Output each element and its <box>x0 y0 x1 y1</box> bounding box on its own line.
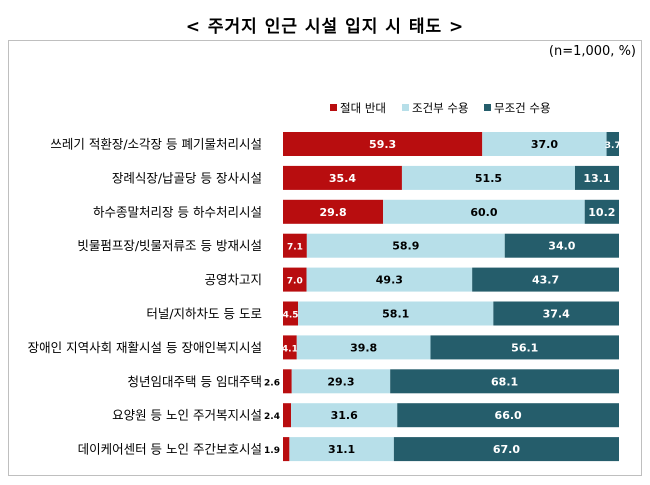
data-label: 10.2 <box>588 206 615 219</box>
category-label: 장애인 지역사회 재활시설 등 장애인복지시설 <box>28 340 262 355</box>
data-label: 2.6 <box>264 378 280 388</box>
bar-segment <box>393 437 619 462</box>
data-label: 43.7 <box>532 274 559 287</box>
data-label: 4.5 <box>283 311 299 321</box>
category-label: 요양원 등 노인 주거복지시설 <box>112 408 262 423</box>
data-label: 37.4 <box>543 308 570 321</box>
bar-segment <box>283 301 299 326</box>
category-label: 데이케어센터 등 노인 주간보호시설 <box>78 442 262 457</box>
data-label: 51.5 <box>475 172 502 185</box>
data-label: 35.4 <box>329 172 356 185</box>
bar-segment <box>291 403 398 428</box>
data-label: 1.9 <box>264 446 280 456</box>
category-label: 쓰레기 적환장/소각장 등 폐기물처리시설 <box>50 137 262 152</box>
data-label: 4.1 <box>282 344 298 354</box>
unit-note: (n=1,000, %) <box>548 44 636 59</box>
bar-segment <box>283 233 307 258</box>
legend: 절대 반대 조건부 수용 무조건 수용 <box>330 101 551 115</box>
legend-swatch-1 <box>402 104 409 111</box>
bar-segment <box>504 233 619 258</box>
category-label: 공영차고지 <box>204 272 262 287</box>
data-label: 31.1 <box>328 443 355 456</box>
category-label: 청년임대주택 등 임대주택 <box>128 374 262 389</box>
data-label: 60.0 <box>470 206 497 219</box>
category-label: 빗물펌프장/빗물저류조 등 방재시설 <box>77 238 262 253</box>
data-label: 37.0 <box>531 138 558 151</box>
bar-segment <box>296 335 431 360</box>
data-label: 59.3 <box>369 138 396 151</box>
bar-segment <box>390 369 619 394</box>
legend-swatch-0 <box>330 104 337 111</box>
data-label: 3.7 <box>605 141 621 151</box>
bars: 59.3 37.0 3.7 35.4 51.5 13.1 29.8 60.0 10.2 7.1 58… <box>264 132 621 462</box>
bar-segment <box>383 199 585 224</box>
bar-segment <box>306 233 505 258</box>
bar-segment <box>283 437 290 462</box>
legend-label-0: 절대 반대 <box>340 101 386 115</box>
bar-segment <box>283 403 292 428</box>
bar-segment <box>283 132 483 156</box>
data-label: 67.0 <box>493 443 520 456</box>
data-label: 56.1 <box>511 341 538 354</box>
bar-segment <box>584 199 619 224</box>
data-label: 49.3 <box>376 274 403 287</box>
bar-segment <box>283 369 292 394</box>
legend-label-1: 조건부 수용 <box>412 101 469 115</box>
bar-segment <box>306 267 473 292</box>
data-label: 34.0 <box>548 240 575 253</box>
data-label: 39.8 <box>350 341 377 354</box>
bar-segment <box>493 301 619 326</box>
data-label: 68.1 <box>491 375 518 388</box>
bar-segment <box>283 199 384 224</box>
chart-frame <box>8 40 642 476</box>
bar-segment <box>574 165 619 190</box>
data-label: 2.4 <box>264 412 280 422</box>
data-label: 7.0 <box>287 277 303 287</box>
legend-label-2: 무조건 수용 <box>494 101 551 115</box>
bar-segment <box>283 267 307 292</box>
data-label: 13.1 <box>583 172 610 185</box>
legend-swatch-2 <box>484 104 491 111</box>
bar-segment <box>430 335 619 360</box>
bar-segment <box>283 335 297 360</box>
chart-title: < 주거지 인근 시설 입지 시 태도 > <box>185 17 465 37</box>
category-label: 터널/지하차도 등 도로 <box>146 306 262 321</box>
data-label: 31.6 <box>331 409 358 422</box>
bar-segment <box>472 267 619 292</box>
data-label: 29.3 <box>327 375 354 388</box>
bar-segment <box>397 403 619 428</box>
category-label: 장례식장/납골당 등 장사시설 <box>112 170 262 185</box>
bar-segment <box>606 132 619 156</box>
bar-segment <box>401 165 575 190</box>
data-label: 58.1 <box>382 308 409 321</box>
data-label: 66.0 <box>495 409 522 422</box>
category-label: 하수종말처리장 등 하수처리시설 <box>93 204 262 219</box>
bar-segment <box>289 437 394 462</box>
bar-segment <box>482 132 607 156</box>
data-label: 58.9 <box>392 240 419 253</box>
data-label: 29.8 <box>319 206 346 219</box>
bar-segment <box>291 369 391 394</box>
bar-segment <box>298 301 494 326</box>
data-label: 7.1 <box>287 243 303 253</box>
bar-segment <box>283 165 402 190</box>
